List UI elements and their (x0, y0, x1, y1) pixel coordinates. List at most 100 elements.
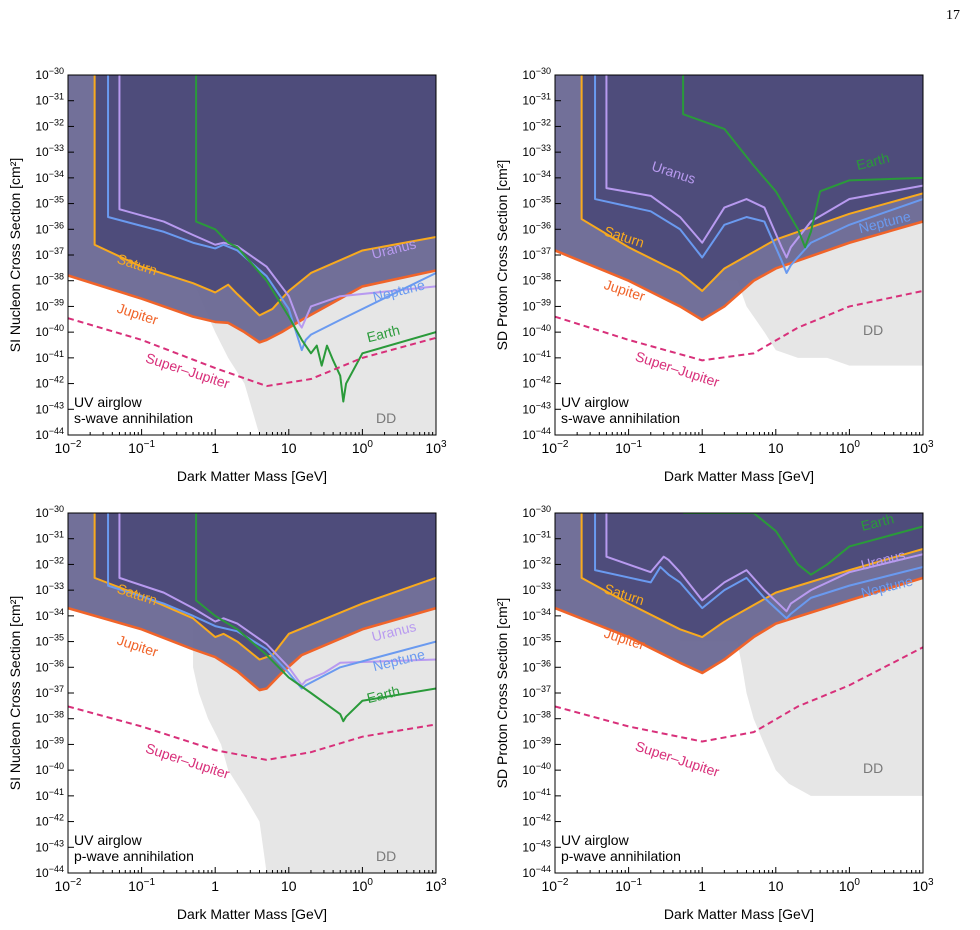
y-tick-label: 10−37 (522, 246, 551, 262)
y-tick-label: 10−42 (35, 813, 64, 829)
x-tick-label: 10−1 (128, 439, 155, 456)
x-tick-label: 1 (698, 440, 706, 456)
series-line-earth (682, 75, 923, 249)
y-tick-label: 10−43 (35, 838, 64, 854)
annotation-line-2: p-wave annihilation (74, 848, 194, 864)
y-tick-label: 10−37 (522, 684, 551, 700)
plot-area: SaturnJupiterUranusNeptuneEarthSuper–Jup… (555, 75, 923, 435)
series-line-saturn (93, 75, 436, 317)
x-tick-label: 100 (352, 439, 374, 456)
x-tick-label: 1 (211, 440, 219, 456)
series-label-super_jupiter: Super–Jupiter (144, 740, 232, 782)
page-number: 17 (946, 8, 960, 23)
x-tick-label: 10 (281, 440, 297, 456)
y-tick-label: 10−36 (35, 658, 64, 674)
series-line-uranus (118, 75, 436, 329)
x-axis-label: Dark Matter Mass [GeV] (664, 468, 814, 484)
y-tick-label: 10−35 (35, 195, 64, 211)
series-line-earth (683, 513, 923, 576)
y-tick-label: 10−38 (522, 710, 551, 726)
y-tick-label: 10−33 (522, 581, 551, 597)
y-tick-label: 10−31 (522, 92, 551, 108)
excluded-region-dark (94, 513, 436, 660)
annotation-line-2: p-wave annihilation (561, 848, 681, 864)
x-axis-label: Dark Matter Mass [GeV] (664, 906, 814, 922)
x-axis-label: Dark Matter Mass [GeV] (177, 906, 327, 922)
y-tick-label: 10−30 (522, 66, 551, 82)
y-tick-label: 10−36 (522, 220, 551, 236)
series-line-super_jupiter (555, 646, 923, 743)
y-tick-label: 10−40 (35, 323, 64, 339)
x-tick-label: 1 (698, 878, 706, 894)
y-tick-label: 10−40 (522, 323, 551, 339)
y-tick-label: 10−33 (35, 581, 64, 597)
y-tick-label: 10−38 (35, 272, 64, 288)
annotation-line-1: UV airglow (74, 394, 143, 410)
series-label-super_jupiter: Super–Jupiter (634, 348, 722, 390)
series-label-earth: Earth (365, 683, 401, 707)
x-tick-label: 100 (839, 877, 861, 894)
y-tick-label: 10−39 (35, 297, 64, 313)
x-tick-label: 10−2 (55, 439, 82, 456)
y-tick-label: 10−35 (522, 195, 551, 211)
series-line-super_jupiter (555, 289, 923, 362)
y-tick-label: 10−34 (35, 607, 64, 623)
excluded-region-dark (581, 75, 923, 291)
x-tick-label: 10 (768, 878, 784, 894)
chart-panel-1: SaturnJupiterUranusNeptuneEarthSuper–Jup… (7, 66, 447, 484)
y-tick-label: 10−39 (522, 297, 551, 313)
y-tick-label: 10−35 (522, 633, 551, 649)
x-tick-label: 10 (768, 440, 784, 456)
x-tick-label: 10−2 (55, 877, 82, 894)
y-tick-label: 10−42 (35, 375, 64, 391)
y-tick-label: 10−43 (522, 400, 551, 416)
y-tick-label: 10−43 (522, 838, 551, 854)
y-tick-label: 10−32 (35, 117, 64, 133)
x-tick-label: 10 (281, 878, 297, 894)
x-tick-label: 1 (211, 878, 219, 894)
series-line-saturn (580, 75, 923, 292)
x-tick-label: 103 (425, 439, 447, 456)
y-tick-label: 10−30 (35, 66, 64, 82)
y-axis-label: SD Proton Cross Section [cm²] (494, 160, 510, 351)
y-tick-label: 10−37 (35, 684, 64, 700)
dd-label: DD (863, 760, 883, 776)
x-tick-label: 10−2 (542, 439, 569, 456)
y-tick-label: 10−44 (522, 864, 551, 880)
series-line-saturn (93, 513, 436, 661)
y-tick-label: 10−44 (35, 426, 64, 442)
annotation-line-1: UV airglow (561, 832, 630, 848)
y-tick-label: 10−41 (522, 787, 551, 803)
chart-panel-4: SaturnJupiterUranusNeptuneEarthSuper–Jup… (494, 504, 934, 922)
y-tick-label: 10−41 (35, 787, 64, 803)
y-tick-label: 10−36 (522, 658, 551, 674)
series-label-super_jupiter: Super–Jupiter (634, 738, 722, 780)
y-tick-label: 10−39 (522, 735, 551, 751)
chart-panel-3: SaturnJupiterUranusNeptuneEarthSuper–Jup… (7, 504, 447, 922)
series-line-jupiter (68, 606, 436, 692)
series-line-super_jupiter (68, 317, 436, 388)
y-tick-label: 10−34 (522, 607, 551, 623)
y-tick-label: 10−31 (35, 92, 64, 108)
y-tick-label: 10−41 (522, 349, 551, 365)
x-tick-label: 100 (352, 877, 374, 894)
x-tick-label: 103 (912, 877, 934, 894)
y-tick-label: 10−37 (35, 246, 64, 262)
series-line-neptune (594, 75, 923, 274)
y-tick-label: 10−32 (522, 117, 551, 133)
series-line-earth (195, 75, 436, 403)
series-label-jupiter: Jupiter (115, 632, 160, 660)
series-line-uranus (605, 513, 923, 613)
y-tick-label: 10−31 (522, 530, 551, 546)
excluded-region-dark (581, 513, 923, 638)
series-line-super_jupiter (68, 705, 436, 761)
x-axis-label: Dark Matter Mass [GeV] (177, 468, 327, 484)
y-tick-label: 10−41 (35, 349, 64, 365)
y-tick-label: 10−33 (522, 143, 551, 159)
y-tick-label: 10−44 (522, 426, 551, 442)
y-tick-label: 10−33 (35, 143, 64, 159)
series-label-earth: Earth (855, 149, 891, 173)
y-axis-label: SD Proton Cross Section [cm²] (494, 598, 510, 789)
x-tick-label: 10−1 (615, 439, 642, 456)
